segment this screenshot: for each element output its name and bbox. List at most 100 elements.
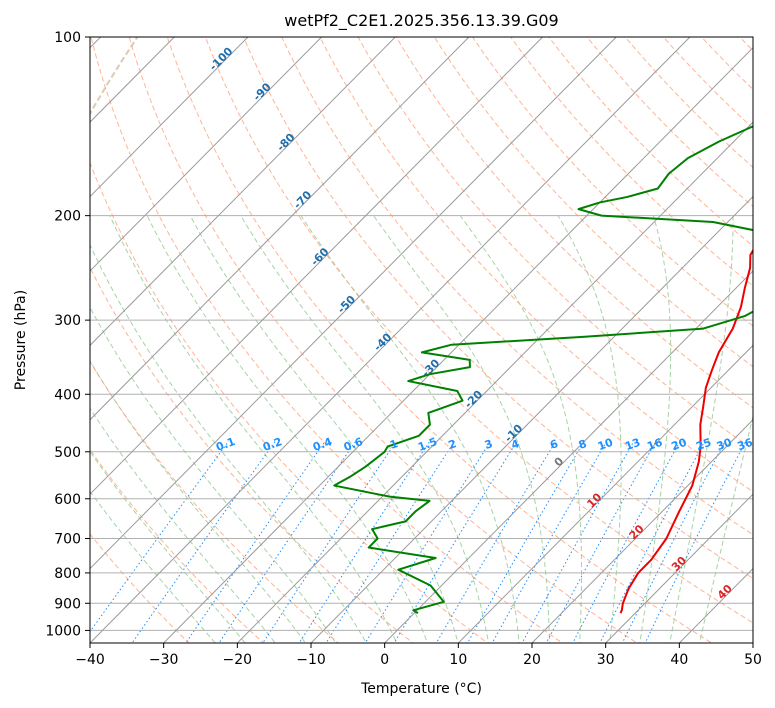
dry-adiabats (90, 37, 753, 643)
plot-frame (89, 36, 754, 644)
mixing-ratio-label: 20 (670, 436, 689, 454)
dry-adiabat (319, 37, 753, 493)
mixing-ratio-label: 13 (623, 436, 642, 453)
dry-adiabat (204, 37, 753, 624)
isotherm-line (90, 37, 544, 495)
dewpoint-line (333, 125, 753, 614)
moist-adiabat (189, 215, 459, 643)
mixing-ratio-label: 0.6 (342, 435, 365, 454)
dry-adiabat (471, 37, 753, 327)
y-tick-label: 600 (54, 492, 81, 508)
x-tick-label: −40 (75, 652, 105, 668)
y-tick-label: 700 (54, 532, 81, 548)
mixing-ratio-label: 4 (509, 437, 521, 452)
mixing-ratio-label: 25 (694, 436, 713, 453)
y-tick-label: 200 (54, 209, 81, 225)
mixing-ratio-label: 8 (577, 437, 589, 452)
pressure-gridlines (90, 37, 753, 631)
y-tick-label: 100 (54, 30, 81, 46)
dry-adiabat (90, 360, 339, 643)
mixing-ratio-line (644, 441, 747, 643)
temperature-line (619, 248, 753, 614)
moist-adiabat (669, 215, 734, 643)
y-tick-label: 300 (54, 313, 81, 329)
isotherms (90, 37, 753, 643)
moist-adiabat (300, 215, 520, 643)
moist-adiabat (90, 243, 367, 643)
isotherm-line (90, 37, 470, 421)
mixing-ratio-line (491, 441, 608, 643)
mixing-ratio-line (466, 441, 585, 643)
moist-adiabat (109, 215, 398, 643)
x-tick-label: 10 (449, 652, 467, 668)
isotherm-line (90, 37, 249, 198)
x-tick-label: −10 (296, 652, 326, 668)
moist-adiabat (90, 306, 337, 643)
isotherm-line (310, 195, 753, 643)
x-tick-label: −20 (223, 652, 253, 668)
isotherm-line (90, 37, 323, 272)
mixing-ratio-label: 36 (736, 436, 755, 454)
isotherm-line (90, 37, 691, 643)
isotherm-line (604, 493, 753, 643)
dry-adiabat (243, 37, 753, 579)
mixing-ratio-label: 2 (447, 437, 459, 452)
mixing-ratio-lines (90, 440, 747, 643)
y-tick-label: 500 (54, 445, 81, 461)
mixing-ratio-line (599, 441, 706, 643)
x-tick-label: 20 (523, 652, 541, 668)
dry-adiabat (281, 37, 753, 536)
mixing-ratio-line (298, 440, 431, 643)
mixing-ratio-labels: 0.1 0.2 0.4 0.6 1 1.5 2 3 4 6 8 10 13 16 20 25 30 36 (214, 435, 754, 454)
dry-adiabat (128, 37, 638, 643)
mixing-ratio-line (572, 441, 681, 643)
isotherm-line (457, 344, 753, 643)
isotherm-line (531, 419, 753, 643)
isotherm-line (383, 270, 753, 643)
mixing-ratio-line (325, 440, 455, 643)
moist-adiabat (90, 450, 246, 643)
y-tick-label: 900 (54, 596, 81, 612)
mixing-ratio-label: 6 (548, 437, 560, 452)
moist-adiabat (639, 215, 672, 643)
x-tick-label: 0 (380, 652, 389, 668)
y-tick-label: 1000 (45, 623, 81, 639)
moist-adiabat (459, 215, 583, 643)
dry-adiabat (90, 533, 190, 643)
x-tick-label: 30 (597, 652, 615, 668)
isotherm-line (90, 37, 617, 570)
mixing-ratio-line (621, 441, 726, 643)
y-tick-label: 400 (54, 387, 81, 403)
moist-adiabat (90, 407, 276, 643)
mixing-ratio-label: 10 (596, 436, 615, 454)
mixing-ratio-label: 1.5 (416, 435, 439, 454)
moist-adiabat (90, 490, 216, 643)
mixing-ratio-line (364, 441, 491, 643)
y-axis-label: Pressure (hPa) (13, 290, 29, 390)
mixing-ratio-label: 30 (715, 436, 734, 454)
sounding-series (333, 125, 753, 614)
mixing-ratio-label: 3 (483, 437, 495, 452)
x-axis-label: Temperature (°C) (360, 681, 482, 697)
x-tick-label: −30 (149, 652, 179, 668)
y-tick-label: 800 (54, 566, 81, 582)
x-tick-label: 40 (670, 652, 688, 668)
mixing-ratio-line (218, 440, 357, 643)
mixing-ratio-line (131, 440, 276, 643)
dry-adiabat (90, 448, 265, 643)
dry-adiabat (433, 37, 753, 368)
dry-adiabat (90, 266, 414, 643)
mixing-ratio-label: 1 (388, 437, 400, 452)
moist-adiabat (557, 215, 622, 643)
mixing-ratio-label: 0.1 (214, 435, 237, 454)
isotherm-line (162, 47, 753, 643)
dry-adiabat (166, 37, 713, 643)
chart-title: wetPf2_C2E1.2025.356.13.39.G09 (284, 11, 558, 31)
x-tick-label: 50 (744, 652, 762, 668)
mixing-ratio-line (435, 441, 557, 643)
mixing-ratio-label: 0.2 (261, 435, 284, 454)
mixing-ratio-line (521, 441, 635, 643)
